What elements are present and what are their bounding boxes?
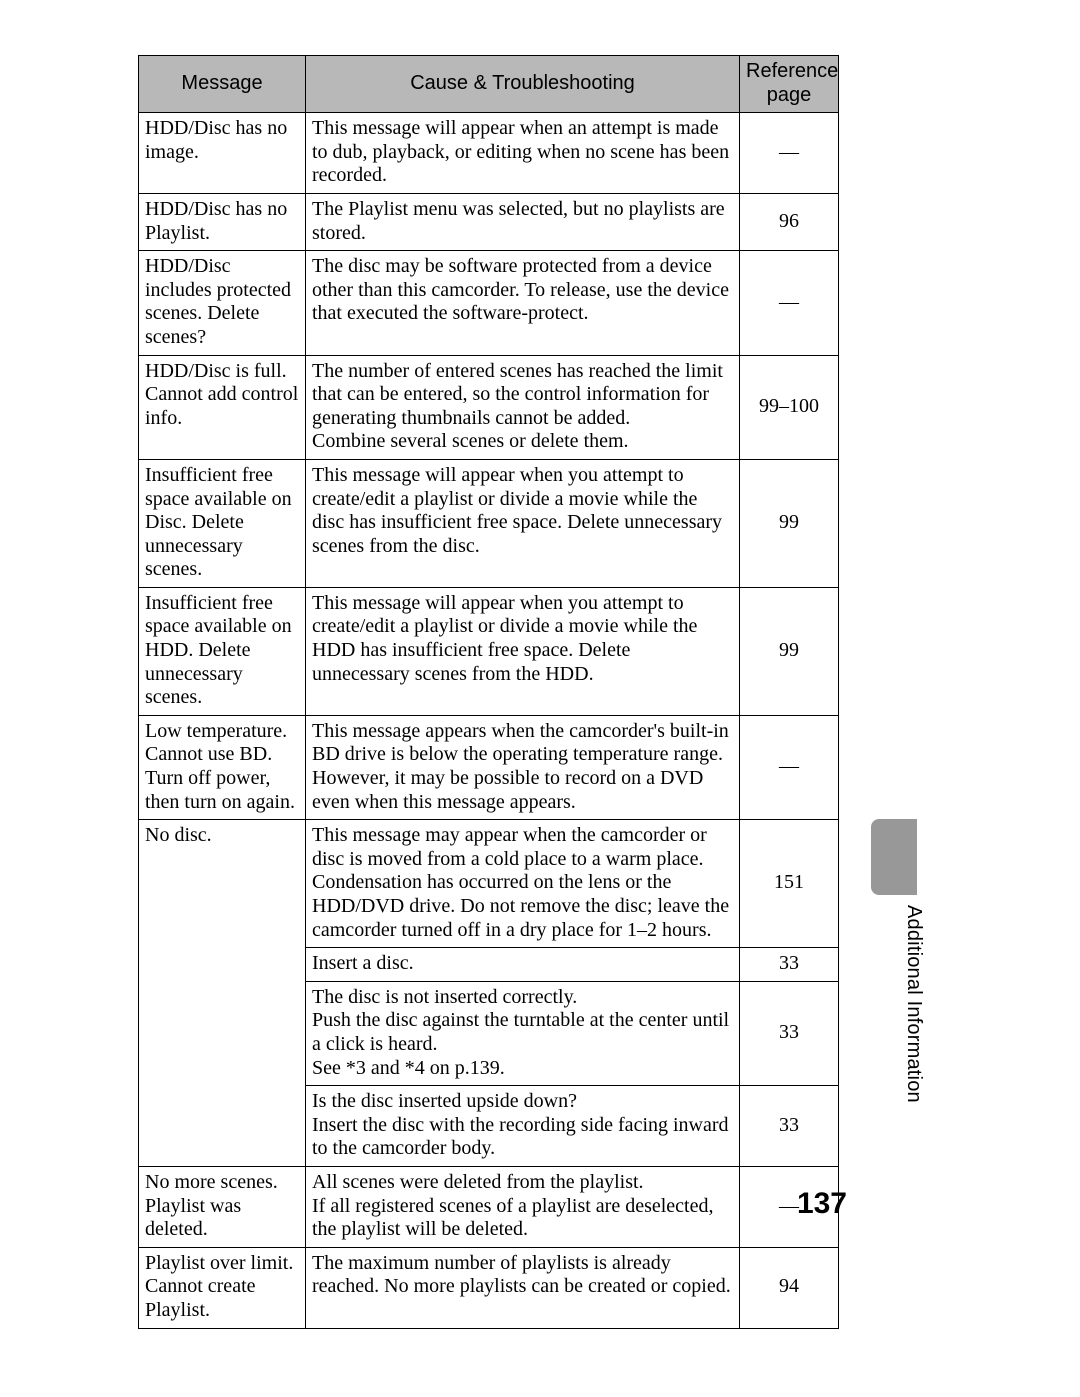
message-cell: HDD/Disc has no image. [139, 113, 306, 194]
message-cell: HDD/Disc has no Playlist. [139, 193, 306, 250]
ref-cell: –– [740, 251, 839, 355]
cause-cell: This message will appear when you attemp… [306, 459, 740, 587]
cause-cell: The Playlist menu was selected, but no p… [306, 193, 740, 250]
troubleshooting-table: Message Cause & Troubleshooting Referenc… [138, 55, 839, 1329]
col-header-message: Message [139, 56, 306, 113]
message-cell: Insufficient free space available on HDD… [139, 587, 306, 715]
table-row: HDD/Disc has no Playlist. The Playlist m… [139, 193, 839, 250]
ref-cell: 96 [740, 193, 839, 250]
side-tab [871, 819, 917, 895]
table-header-row: Message Cause & Troubleshooting Referenc… [139, 56, 839, 113]
table-row: HDD/Disc has no image. This message will… [139, 113, 839, 194]
ref-cell: –– [740, 715, 839, 819]
message-cell: Low temperature. Cannot use BD. Turn off… [139, 715, 306, 819]
table-row: No disc. This message may appear when th… [139, 820, 839, 948]
cause-cell: The number of entered scenes has reached… [306, 355, 740, 459]
col-header-cause: Cause & Troubleshooting [306, 56, 740, 113]
ref-cell: –– [740, 113, 839, 194]
table-row: Insufficient free space available on Dis… [139, 459, 839, 587]
table-row: Low temperature. Cannot use BD. Turn off… [139, 715, 839, 819]
table-row: Playlist over limit. Cannot create Playl… [139, 1247, 839, 1328]
cause-cell: This message appears when the camcorder'… [306, 715, 740, 819]
section-side-label: Additional Information [902, 905, 925, 1103]
table-row: No more scenes. Playlist was deleted. Al… [139, 1166, 839, 1247]
ref-cell: 33 [740, 1086, 839, 1167]
ref-cell: 33 [740, 981, 839, 1085]
cause-cell: Is the disc inserted upside down?Insert … [306, 1086, 740, 1167]
message-cell: HDD/Disc includes protected scenes. Dele… [139, 251, 306, 355]
ref-cell: 151 [740, 820, 839, 948]
cause-cell: This message will appear when an attempt… [306, 113, 740, 194]
cause-cell: The disc may be software protected from … [306, 251, 740, 355]
table-row: HDD/Disc is full. Cannot add control inf… [139, 355, 839, 459]
ref-cell: 33 [740, 948, 839, 982]
cause-cell: Insert a disc. [306, 948, 740, 982]
message-cell: HDD/Disc is full. Cannot add control inf… [139, 355, 306, 459]
ref-cell: 99 [740, 587, 839, 715]
col-header-ref: Reference page [740, 56, 839, 113]
message-cell: Playlist over limit. Cannot create Playl… [139, 1247, 306, 1328]
message-cell: No more scenes. Playlist was deleted. [139, 1166, 306, 1247]
message-cell: No disc. [139, 820, 306, 1167]
table-row: HDD/Disc includes protected scenes. Dele… [139, 251, 839, 355]
ref-cell: 99 [740, 459, 839, 587]
ref-cell: 94 [740, 1247, 839, 1328]
page-number: 137 [797, 1187, 847, 1221]
cause-cell: All scenes were deleted from the playlis… [306, 1166, 740, 1247]
message-cell: Insufficient free space available on Dis… [139, 459, 306, 587]
table-body: HDD/Disc has no image. This message will… [139, 113, 839, 1328]
table-row: Insufficient free space available on HDD… [139, 587, 839, 715]
ref-cell: 99–100 [740, 355, 839, 459]
cause-cell: The disc is not inserted correctly.Push … [306, 981, 740, 1085]
cause-cell: This message may appear when the camcord… [306, 820, 740, 948]
page: Message Cause & Troubleshooting Referenc… [0, 0, 1080, 1397]
cause-cell: The maximum number of playlists is alrea… [306, 1247, 740, 1328]
cause-cell: This message will appear when you attemp… [306, 587, 740, 715]
